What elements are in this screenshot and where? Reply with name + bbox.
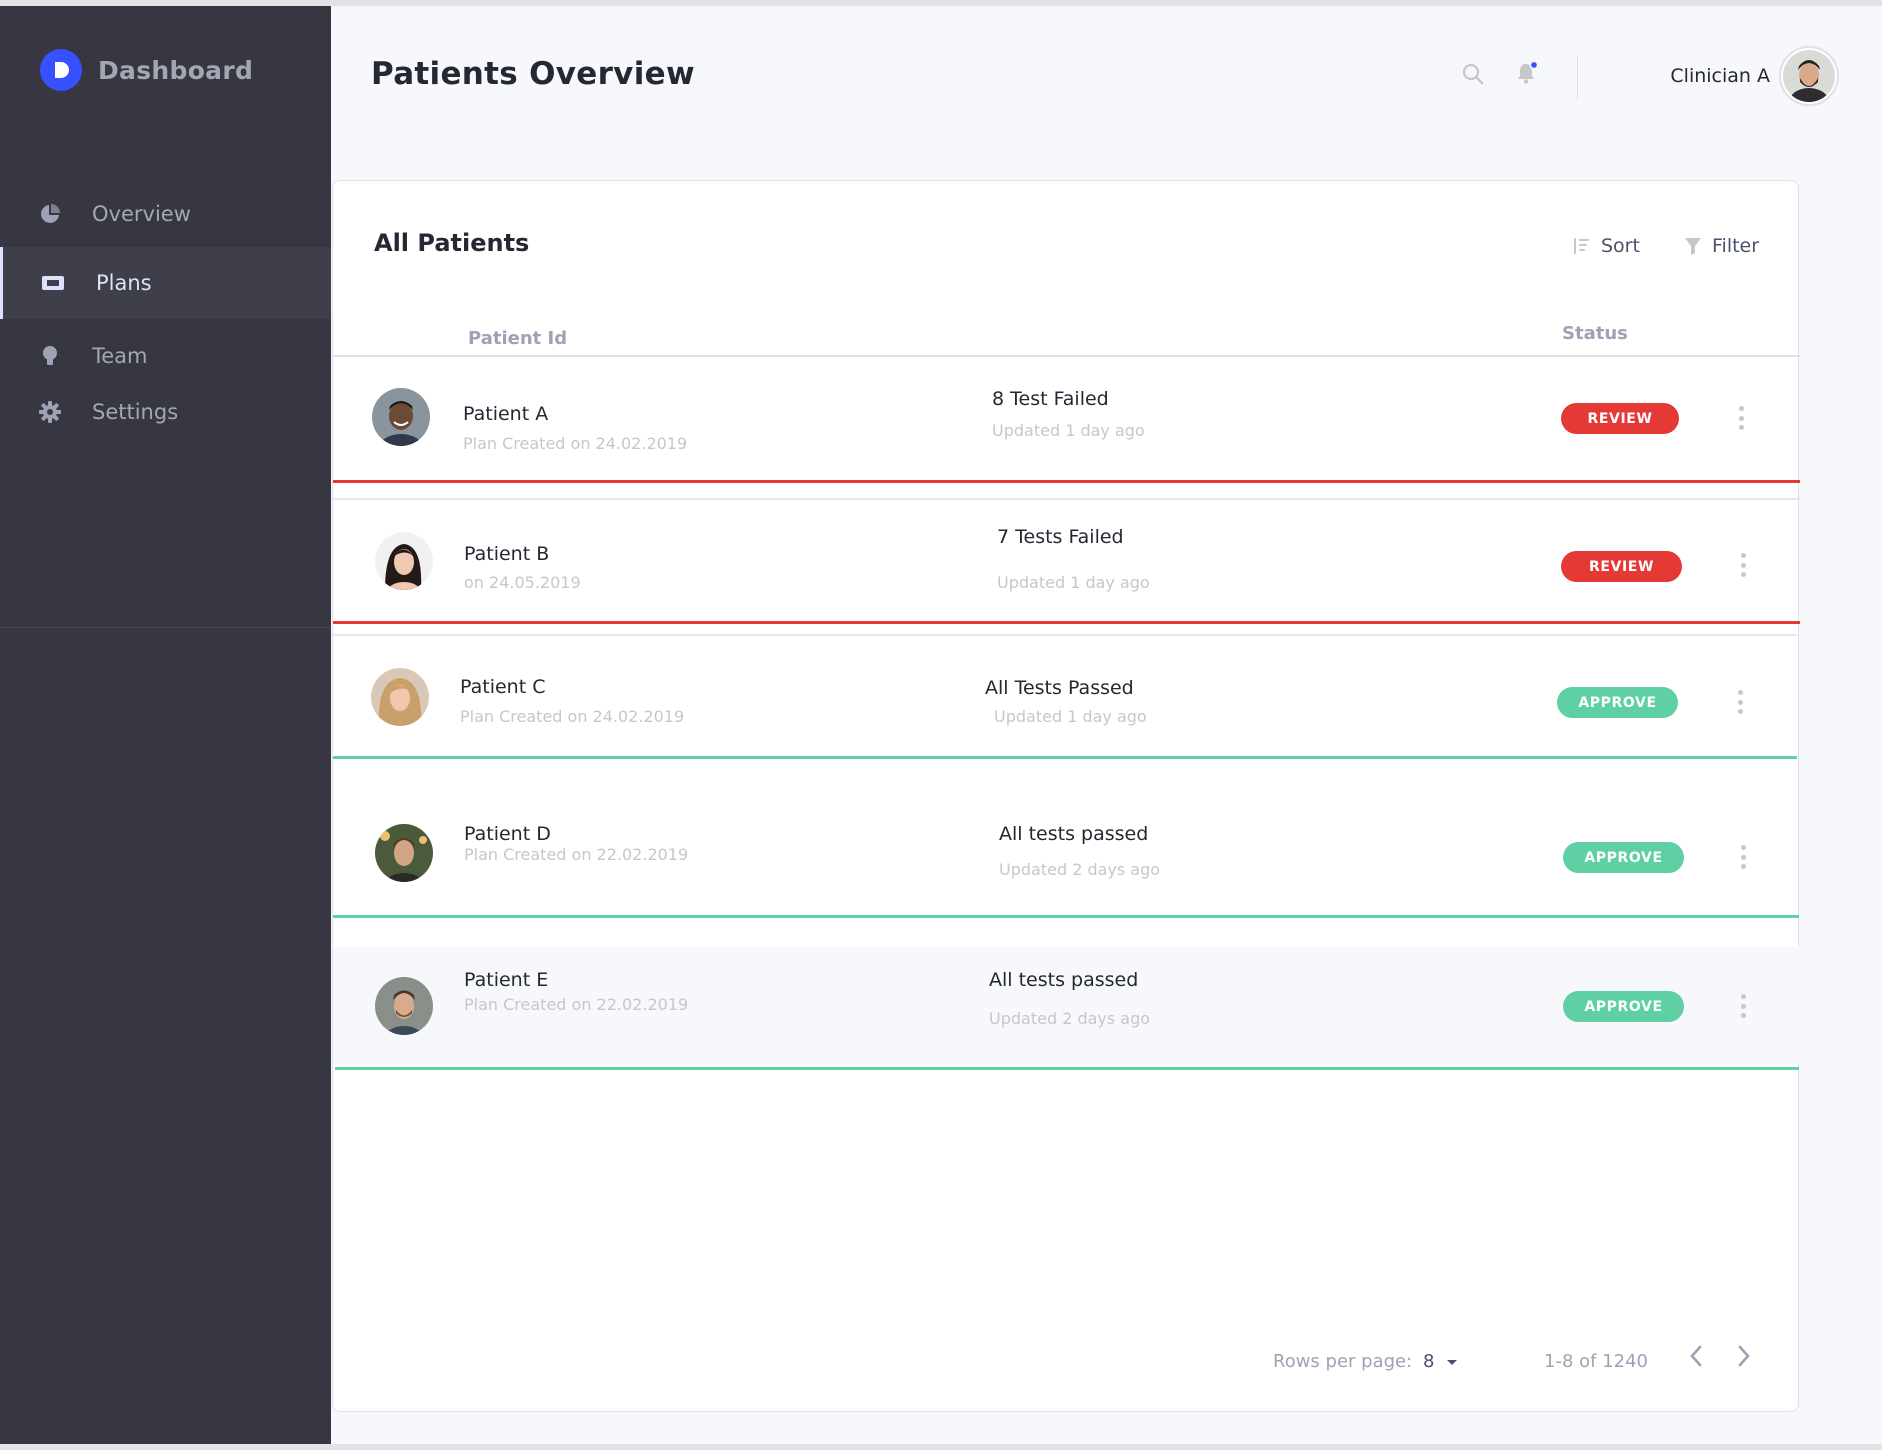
row-divider bbox=[333, 634, 1797, 636]
row-status-line bbox=[333, 621, 1800, 624]
avatar[interactable] bbox=[1779, 46, 1839, 106]
test-summary: All Tests Passed bbox=[985, 677, 1134, 699]
caret-down-icon bbox=[1447, 1360, 1458, 1365]
sidebar-item-overview[interactable]: Overview bbox=[0, 178, 331, 250]
sidebar-divider bbox=[0, 627, 331, 628]
notification-dot bbox=[1529, 60, 1539, 70]
patients-card: All Patients Sort Filter Patient Id Stat… bbox=[332, 180, 1800, 1412]
plan-created: Plan Created on 22.02.2019 bbox=[464, 845, 689, 864]
patient-name: Patient A bbox=[463, 403, 549, 425]
header-divider bbox=[333, 355, 1800, 357]
sidebar-item-label: Settings bbox=[92, 400, 179, 424]
lightbulb-icon bbox=[38, 344, 62, 368]
patient-name: Patient C bbox=[460, 676, 546, 698]
test-summary: 8 Test Failed bbox=[992, 388, 1109, 410]
logo-letter-icon bbox=[55, 62, 69, 78]
row-status-line bbox=[333, 480, 1800, 483]
more-options-icon[interactable] bbox=[1733, 550, 1753, 580]
status-badge-review[interactable]: REVIEW bbox=[1561, 403, 1679, 434]
ticket-icon bbox=[41, 271, 65, 295]
page-title: Patients Overview bbox=[371, 56, 695, 92]
brand-title: Dashboard bbox=[98, 55, 254, 85]
table-row[interactable]: Patient C Plan Created on 24.02.2019 All… bbox=[333, 636, 1800, 756]
plan-created: Plan Created on 24.02.2019 bbox=[460, 707, 685, 726]
patient-avatar bbox=[372, 388, 430, 446]
filter-icon bbox=[1685, 238, 1701, 255]
table-row[interactable]: Patient B on 24.05.2019 7 Tests Failed U… bbox=[333, 500, 1800, 621]
user-name[interactable]: Clinician A bbox=[1670, 65, 1770, 87]
pie-chart-icon bbox=[38, 202, 62, 226]
status-badge-review[interactable]: REVIEW bbox=[1561, 551, 1682, 582]
updated-time: Updated 2 days ago bbox=[989, 1009, 1151, 1028]
status-badge-approve[interactable]: APPROVE bbox=[1563, 842, 1684, 873]
next-page-icon[interactable] bbox=[1736, 1343, 1752, 1373]
patient-name: Patient E bbox=[464, 969, 549, 991]
test-summary: All tests passed bbox=[989, 969, 1139, 991]
status-badge-approve[interactable]: APPROVE bbox=[1563, 991, 1684, 1022]
filter-button[interactable]: Filter bbox=[1684, 235, 1759, 257]
sidebar: Dashboard Overview P bbox=[0, 6, 331, 1444]
sidebar-item-label: Plans bbox=[96, 271, 152, 295]
updated-time: Updated 1 day ago bbox=[994, 707, 1147, 726]
row-status-line bbox=[335, 1067, 1799, 1070]
test-summary: 7 Tests Failed bbox=[997, 526, 1124, 548]
filter-label: Filter bbox=[1712, 235, 1760, 257]
sidebar-item-label: Overview bbox=[92, 202, 191, 226]
header-divider bbox=[1577, 56, 1578, 100]
patient-avatar bbox=[375, 977, 433, 1035]
rows-per-page-select[interactable]: 8 bbox=[1423, 1351, 1458, 1372]
card-title: All Patients bbox=[374, 229, 530, 257]
patient-name: Patient B bbox=[464, 543, 550, 565]
column-header-patient-id[interactable]: Patient Id bbox=[468, 328, 568, 349]
updated-time: Updated 1 day ago bbox=[997, 573, 1150, 592]
row-divider bbox=[333, 498, 1800, 500]
patient-avatar bbox=[375, 824, 433, 882]
sort-label: Sort bbox=[1601, 235, 1640, 257]
plan-created: on 24.05.2019 bbox=[464, 573, 581, 592]
row-status-line bbox=[333, 915, 1799, 918]
more-options-icon[interactable] bbox=[1730, 687, 1750, 717]
brand[interactable]: Dashboard bbox=[40, 49, 253, 91]
pagination-range: 1-8 of 1240 bbox=[1544, 1351, 1649, 1372]
sidebar-item-team[interactable]: Team bbox=[0, 320, 331, 392]
app-window: Dashboard Overview P bbox=[0, 6, 1882, 1444]
more-options-icon[interactable] bbox=[1733, 842, 1753, 872]
brand-logo bbox=[40, 49, 82, 91]
table-row[interactable]: Patient D Plan Created on 22.02.2019 All… bbox=[333, 759, 1800, 914]
row-status-line bbox=[333, 756, 1797, 759]
more-options-icon[interactable] bbox=[1733, 991, 1753, 1021]
rows-per-page-value: 8 bbox=[1423, 1351, 1435, 1372]
plan-created: Plan Created on 22.02.2019 bbox=[464, 995, 689, 1014]
updated-time: Updated 1 day ago bbox=[992, 421, 1145, 440]
patient-name: Patient D bbox=[464, 823, 551, 845]
table-row[interactable]: Patient E Plan Created on 22.02.2019 All… bbox=[333, 947, 1800, 1064]
sidebar-item-plans[interactable]: Plans bbox=[0, 247, 331, 319]
column-header-status[interactable]: Status bbox=[1562, 323, 1628, 344]
status-badge-approve[interactable]: APPROVE bbox=[1557, 687, 1678, 718]
search-icon[interactable] bbox=[1461, 62, 1485, 90]
table-row[interactable]: Patient A Plan Created on 24.02.2019 8 T… bbox=[333, 357, 1800, 481]
plan-created: Plan Created on 24.02.2019 bbox=[463, 434, 688, 453]
sidebar-item-settings[interactable]: Settings bbox=[0, 376, 331, 448]
more-options-icon[interactable] bbox=[1731, 403, 1751, 433]
test-summary: All tests passed bbox=[999, 823, 1149, 845]
patient-avatar bbox=[375, 532, 433, 590]
bell-icon[interactable] bbox=[1514, 60, 1540, 90]
sort-button[interactable]: Sort bbox=[1571, 235, 1640, 257]
sidebar-item-label: Team bbox=[92, 344, 148, 368]
sort-icon bbox=[1574, 238, 1589, 254]
updated-time: Updated 2 days ago bbox=[999, 860, 1161, 879]
gear-icon bbox=[38, 400, 62, 424]
patient-avatar bbox=[371, 668, 429, 726]
rows-per-page-label: Rows per page: bbox=[1273, 1351, 1413, 1372]
previous-page-icon[interactable] bbox=[1688, 1343, 1704, 1373]
